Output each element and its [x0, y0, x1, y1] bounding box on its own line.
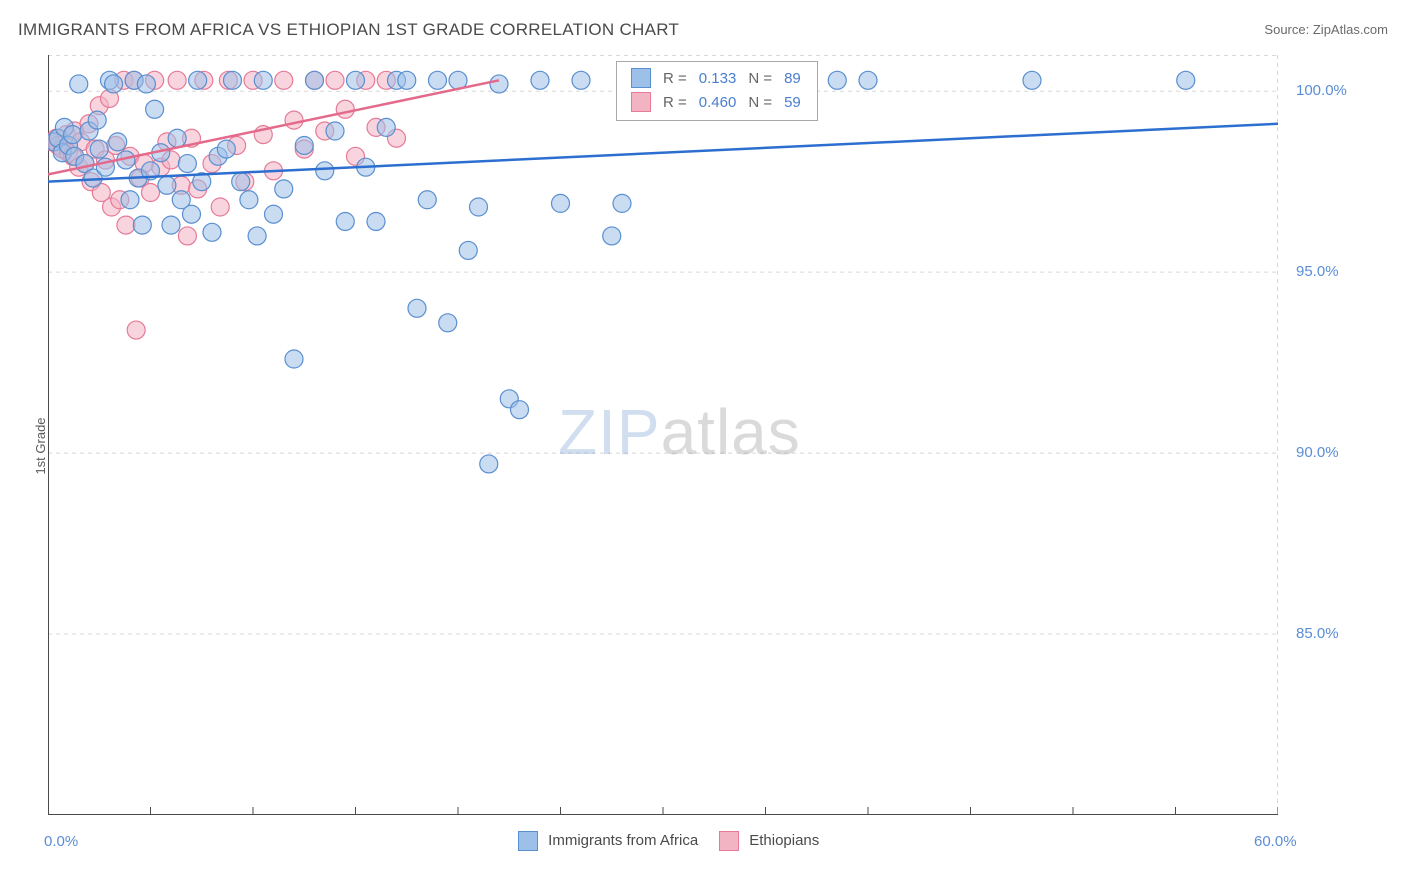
y-tick-label: 95.0%: [1296, 263, 1339, 280]
source-credit: Source: ZipAtlas.com: [1264, 22, 1388, 37]
series-legend: Immigrants from Africa Ethiopians: [518, 831, 819, 851]
chart-container: IMMIGRANTS FROM AFRICA VS ETHIOPIAN 1ST …: [0, 0, 1406, 892]
swatch-series-1: [631, 92, 651, 112]
legend-row-series-1: R = 0.460 N = 59: [625, 90, 807, 114]
x-tick-label: 0.0%: [44, 833, 78, 850]
swatch-bottom-1: [719, 831, 739, 851]
legend-label-0: Immigrants from Africa: [548, 832, 698, 849]
n-label-0: N =: [742, 66, 778, 90]
y-tick-label: 90.0%: [1296, 444, 1339, 461]
n-value-1: 59: [778, 90, 807, 114]
n-value-0: 89: [778, 66, 807, 90]
legend-row-series-0: R = 0.133 N = 89: [625, 66, 807, 90]
r-value-1: 0.460: [693, 90, 743, 114]
source-label: Source:: [1264, 22, 1309, 37]
plot-area: ZIPatlas R = 0.133 N = 89 R = 0.460 N = …: [48, 55, 1278, 815]
r-value-0: 0.133: [693, 66, 743, 90]
correlation-legend: R = 0.133 N = 89 R = 0.460 N = 59: [616, 61, 818, 121]
source-name: ZipAtlas.com: [1313, 22, 1388, 37]
swatch-series-0: [631, 68, 651, 88]
x-tick-label: 60.0%: [1254, 833, 1297, 850]
legend-label-1: Ethiopians: [749, 832, 819, 849]
y-tick-label: 85.0%: [1296, 625, 1339, 642]
chart-title: IMMIGRANTS FROM AFRICA VS ETHIOPIAN 1ST …: [18, 20, 679, 40]
y-axis-label: 1st Grade: [33, 417, 48, 474]
y-tick-label: 100.0%: [1296, 82, 1347, 99]
n-label-1: N =: [742, 90, 778, 114]
r-label-0: R =: [657, 66, 693, 90]
swatch-bottom-0: [518, 831, 538, 851]
scatter-plot-svg: [48, 55, 1278, 815]
r-label-1: R =: [657, 90, 693, 114]
